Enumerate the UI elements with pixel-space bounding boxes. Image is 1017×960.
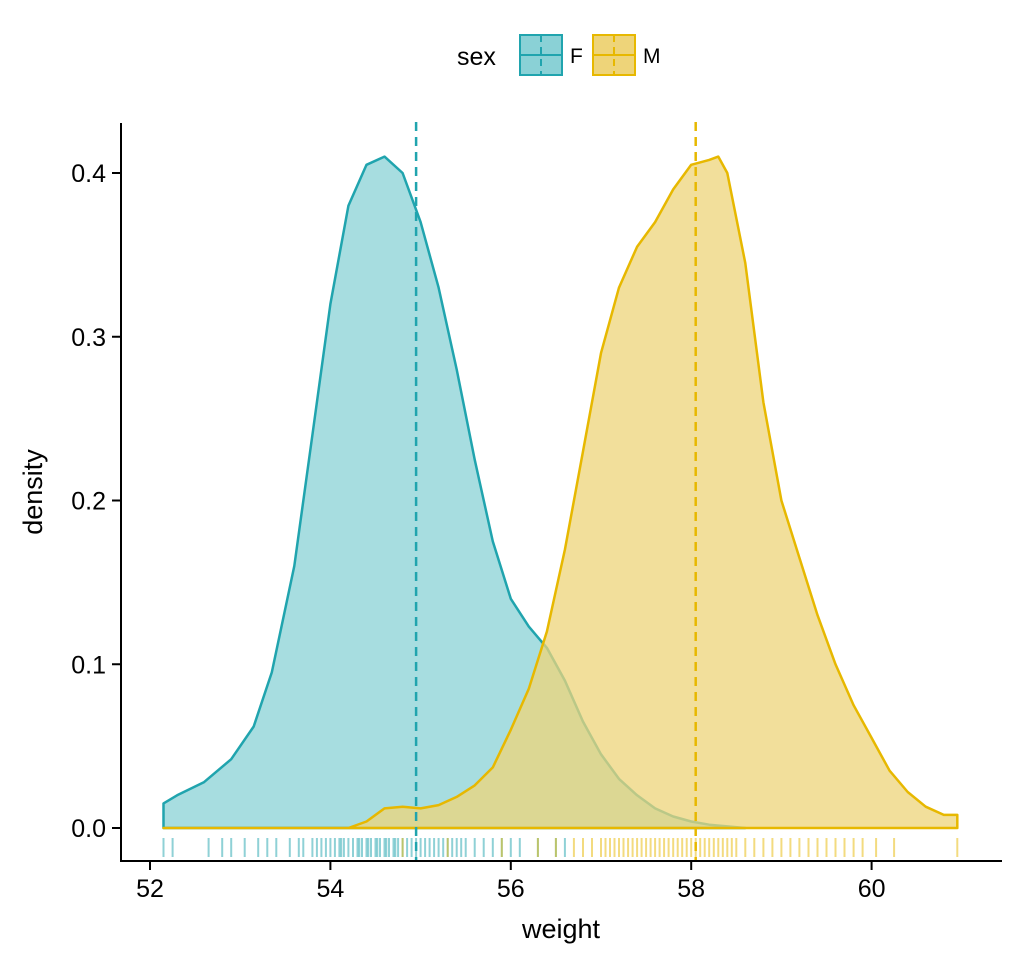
legend-key-m bbox=[592, 34, 636, 76]
mean-lines bbox=[414, 122, 697, 860]
y-tick-label-0.4: 0.4 bbox=[71, 160, 106, 188]
x-axis-label: weight bbox=[521, 914, 601, 944]
legend: sex F M bbox=[457, 34, 661, 76]
y-tick-label-0.1: 0.1 bbox=[71, 651, 106, 679]
x-tick-label-56: 56 bbox=[497, 875, 525, 903]
x-tick-label-52: 52 bbox=[136, 875, 164, 903]
density-areas bbox=[162, 155, 959, 830]
x-tick-label-54: 54 bbox=[316, 875, 344, 903]
legend-key-f bbox=[519, 34, 563, 76]
y-tick-label-0: 0.0 bbox=[71, 815, 106, 843]
y-tick-label-0.2: 0.2 bbox=[71, 488, 106, 516]
axis-ticks: 52 54 56 58 60 0.0 0.1 0.2 0.3 0.4 bbox=[71, 160, 885, 903]
legend-label-m: M bbox=[643, 45, 661, 68]
x-tick-label-58: 58 bbox=[677, 875, 705, 903]
x-tick-label-60: 60 bbox=[858, 875, 886, 903]
y-tick-label-0.3: 0.3 bbox=[71, 324, 106, 352]
legend-title: sex bbox=[457, 43, 496, 71]
density-area-m bbox=[162, 155, 959, 830]
y-axis-label: density bbox=[18, 449, 48, 535]
legend-label-f: F bbox=[570, 45, 583, 68]
rug-marks bbox=[162, 838, 959, 857]
